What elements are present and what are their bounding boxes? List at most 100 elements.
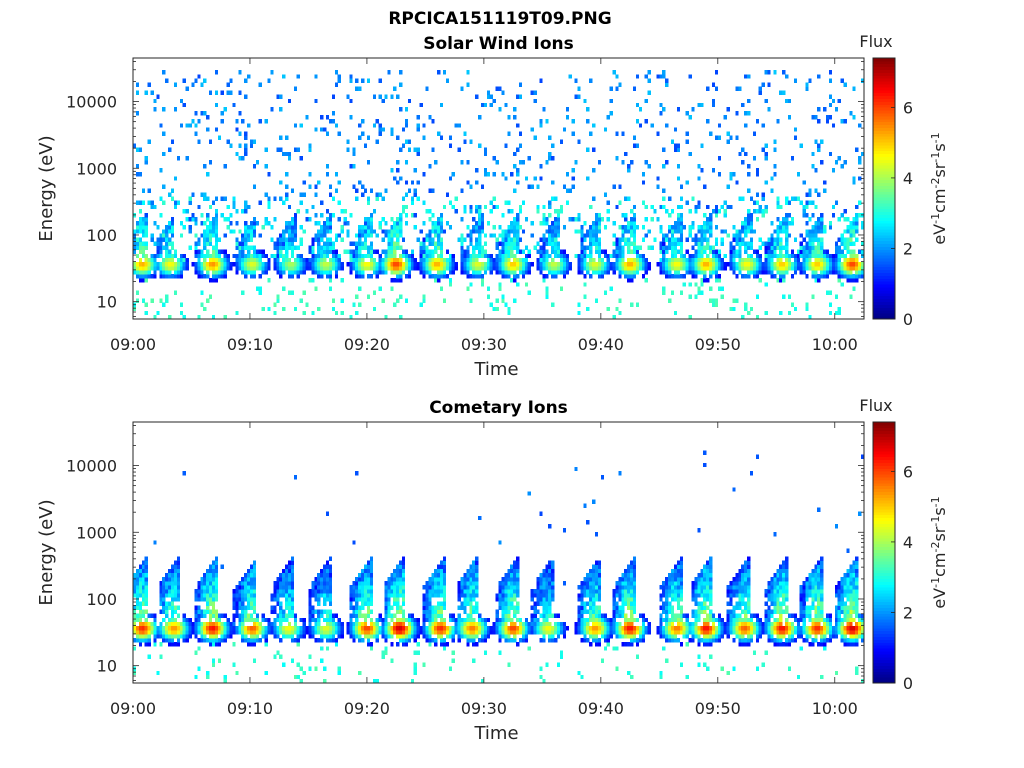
heatmap-cell (135, 229, 140, 234)
heatmap-cell (285, 581, 289, 586)
heatmap-cell (697, 249, 701, 255)
heatmap-cell (828, 70, 833, 75)
heatmap-cell (150, 274, 154, 279)
heatmap-cell (431, 274, 435, 279)
heatmap-cell (542, 274, 546, 279)
heatmap-cell (197, 605, 201, 610)
heatmap-cell (355, 589, 359, 594)
heatmap-cell (358, 670, 362, 676)
heatmap-cell (486, 261, 491, 267)
heatmap-cell (714, 274, 719, 279)
heatmap-cell (138, 208, 143, 214)
heatmap-cell (635, 245, 640, 250)
heatmap-cell (530, 261, 534, 267)
heatmap-cell (489, 625, 493, 631)
heatmap-cell (820, 225, 824, 230)
heatmap-cell (717, 261, 722, 267)
heatmap-cell (135, 200, 140, 206)
heatmap-cell (846, 278, 850, 283)
heatmap-cell (647, 245, 651, 250)
heatmap-cell (159, 270, 163, 275)
heatmap-cell (682, 225, 686, 230)
heatmap-cell (402, 621, 406, 627)
heatmap-cell (185, 208, 189, 214)
heatmap-cell (787, 233, 792, 238)
heatmap-cell (282, 568, 286, 574)
heatmap-cell (551, 261, 555, 267)
heatmap-cell (802, 212, 806, 218)
heatmap-cell (688, 225, 692, 230)
heatmap-cell (556, 265, 561, 271)
heatmap-cell (755, 261, 760, 267)
heatmap-cell (627, 278, 631, 283)
heatmap-cell (855, 212, 859, 218)
heatmap-cell (600, 217, 605, 222)
heatmap-cell (480, 261, 485, 267)
heatmap-cell (249, 564, 254, 570)
heatmap-cell (361, 589, 365, 594)
heatmap-cell (814, 253, 818, 259)
heatmap-cell (741, 225, 745, 230)
heatmap-cell (325, 585, 330, 590)
heatmap-cell (501, 249, 505, 255)
heatmap-cell (314, 74, 318, 79)
heatmap-cell (501, 241, 505, 246)
heatmap-cell (729, 135, 733, 140)
heatmap-cell (744, 265, 748, 271)
heatmap-cell (223, 196, 227, 202)
heatmap-cell (279, 629, 283, 635)
heatmap-cell (425, 270, 429, 275)
heatmap-cell (633, 86, 637, 91)
heatmap-cell (790, 155, 795, 161)
heatmap-cell (437, 609, 441, 614)
heatmap-cell (507, 310, 511, 316)
heatmap-cell (384, 605, 388, 610)
heatmap-cell (758, 261, 762, 267)
heatmap-cell (489, 102, 493, 108)
heatmap-cell (767, 253, 771, 259)
heatmap-cell (747, 208, 751, 214)
heatmap-cell (285, 135, 289, 140)
heatmap-cell (437, 589, 441, 594)
heatmap-cell (331, 119, 336, 124)
heatmap-cell (211, 597, 216, 602)
heatmap-cell (627, 168, 631, 173)
heatmap-cell (407, 617, 412, 623)
heatmap-cell (480, 625, 485, 631)
heatmap-cell (714, 208, 719, 214)
heatmap-cell (328, 581, 333, 586)
heatmap-cell (287, 151, 292, 157)
heatmap-cell (285, 617, 289, 623)
heatmap-cell (247, 245, 251, 250)
heatmap-cell (650, 204, 654, 210)
heatmap-cell (448, 261, 453, 267)
heatmap-cell (366, 581, 371, 586)
heatmap-cell (144, 642, 148, 647)
heatmap-cell (264, 147, 268, 153)
heatmap-cell (849, 237, 853, 242)
heatmap-cell (498, 634, 502, 639)
heatmap-cell (396, 564, 400, 570)
heatmap-cell (513, 229, 517, 234)
heatmap-cell (153, 638, 157, 643)
heatmap-cell (551, 237, 555, 242)
heatmap-cell (413, 261, 417, 267)
heatmap-cell (513, 298, 517, 303)
colorbar-segment (873, 133, 895, 137)
heatmap-cell (466, 249, 470, 255)
heatmap-cell (483, 638, 488, 643)
heatmap-cell (749, 237, 754, 242)
heatmap-cell (618, 184, 622, 189)
heatmap-cell (703, 261, 707, 267)
heatmap-cell (451, 265, 455, 271)
heatmap-cell (214, 585, 219, 590)
heatmap-cell (173, 200, 178, 206)
heatmap-cell (518, 131, 523, 136)
heatmap-cell (530, 90, 534, 96)
heatmap-cell (358, 229, 362, 234)
heatmap-cell (440, 605, 444, 610)
heatmap-cell (440, 593, 444, 598)
heatmap-cell (554, 274, 558, 279)
heatmap-cell (252, 257, 257, 263)
